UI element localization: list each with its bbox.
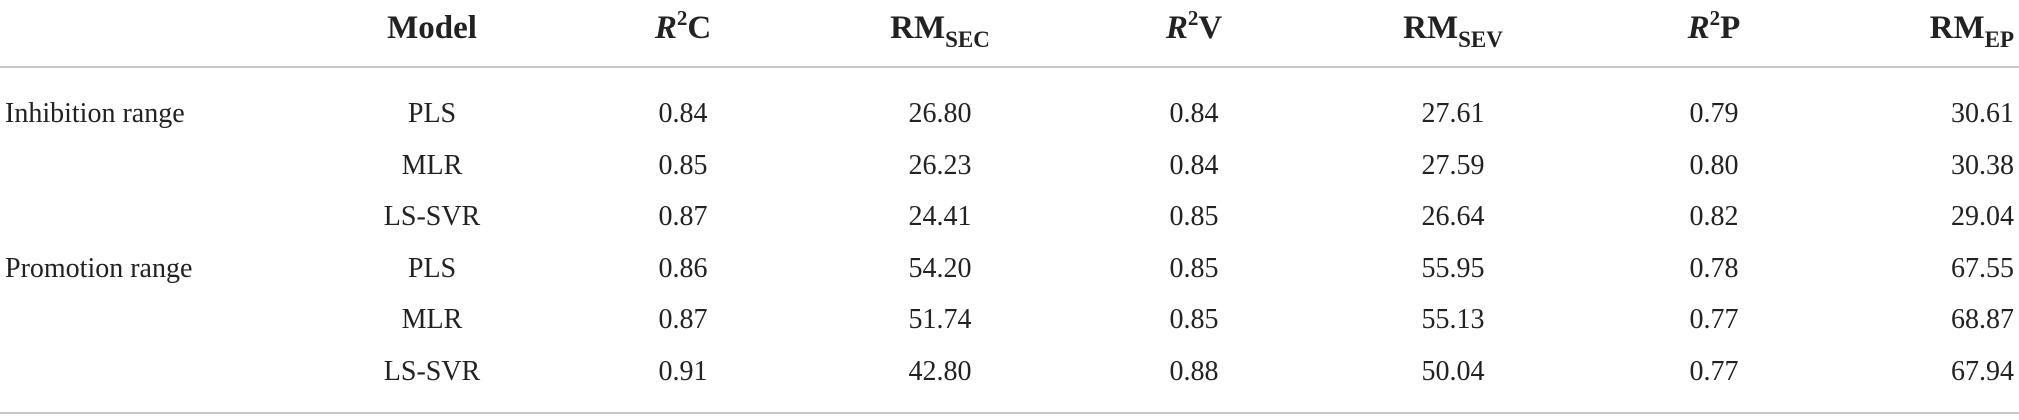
cell-r2v: 0.84 — [1169, 150, 1219, 181]
cell-rmsec: 51.74 — [908, 304, 972, 335]
header-r2c: R2C — [655, 8, 711, 48]
header-r2p: R2P — [1688, 8, 1741, 48]
cell-model: MLR — [401, 304, 463, 335]
cell-rmsec: 26.80 — [908, 98, 972, 129]
cell-r2p: 0.82 — [1689, 201, 1739, 232]
header-rmsec: RMSEC — [890, 8, 990, 51]
header-r2p-symbol: R — [1687, 10, 1710, 46]
cell-rmsev: 27.61 — [1421, 98, 1485, 129]
header-r2v-exponent: 2 — [1187, 6, 1199, 30]
header-r2p-suffix: P — [1720, 10, 1741, 46]
cell-r2v: 0.85 — [1169, 253, 1219, 284]
cell-r2c: 0.87 — [658, 304, 708, 335]
cell-r2c: 0.87 — [658, 201, 708, 232]
header-model: Model — [387, 10, 477, 46]
cell-rmsev: 50.04 — [1421, 356, 1485, 387]
header-rmsev-subscript: SEV — [1458, 27, 1503, 52]
header-r2v-suffix: V — [1198, 10, 1223, 46]
cell-r2v: 0.85 — [1169, 201, 1219, 232]
cell-rmsev: 55.95 — [1421, 253, 1485, 284]
cell-model: MLR — [401, 150, 463, 181]
cell-r2c: 0.86 — [658, 253, 708, 284]
cell-rmep: 30.61 — [1951, 98, 2014, 129]
cell-rmep: 67.55 — [1951, 253, 2014, 284]
header-divider — [0, 66, 2019, 68]
header-r2v-symbol: R — [1165, 10, 1188, 46]
cell-rmsev: 27.59 — [1421, 150, 1485, 181]
cell-r2p: 0.79 — [1689, 98, 1739, 129]
bottom-divider — [0, 412, 2019, 414]
header-r2c-suffix: C — [687, 10, 712, 46]
header-rmep-subscript: EP — [1984, 27, 2014, 52]
cell-rmsev: 55.13 — [1421, 304, 1485, 335]
cell-r2v: 0.88 — [1169, 356, 1219, 387]
cell-rmsec: 24.41 — [908, 201, 972, 232]
cell-r2p: 0.77 — [1689, 356, 1739, 387]
group-label-promotion: Promotion range — [5, 253, 193, 284]
cell-rmep: 29.04 — [1951, 201, 2014, 232]
header-r2c-symbol: R — [654, 10, 677, 46]
cell-r2p: 0.78 — [1689, 253, 1739, 284]
cell-r2p: 0.80 — [1689, 150, 1739, 181]
cell-rmsec: 54.20 — [908, 253, 972, 284]
group-label-inhibition: Inhibition range — [5, 98, 185, 129]
cell-model: LS-SVR — [383, 356, 481, 387]
cell-r2c: 0.91 — [658, 356, 708, 387]
cell-rmsev: 26.64 — [1421, 201, 1485, 232]
cell-model: PLS — [407, 253, 457, 284]
header-rmsev: RMSEV — [1403, 8, 1503, 51]
cell-model: PLS — [407, 98, 457, 129]
header-r2c-exponent: 2 — [676, 6, 688, 30]
header-rmsev-base: RM — [1403, 10, 1459, 46]
cell-rmsec: 42.80 — [908, 356, 972, 387]
cell-r2c: 0.84 — [658, 98, 708, 129]
header-rmsec-base: RM — [890, 10, 946, 46]
cell-rmep: 67.94 — [1951, 356, 2014, 387]
cell-r2c: 0.85 — [658, 150, 708, 181]
cell-r2v: 0.84 — [1169, 98, 1219, 129]
header-r2p-exponent: 2 — [1709, 6, 1721, 30]
cell-model: LS-SVR — [383, 201, 481, 232]
cell-r2v: 0.85 — [1169, 304, 1219, 335]
header-r2v: R2V — [1166, 8, 1222, 48]
header-rmsec-subscript: SEC — [945, 27, 990, 52]
cell-rmep: 30.38 — [1951, 150, 2014, 181]
header-rmep-base: RM — [1929, 10, 1985, 46]
header-rmep: RMEP — [1880, 8, 2014, 51]
cell-rmep: 68.87 — [1951, 304, 2014, 335]
cell-r2p: 0.77 — [1689, 304, 1739, 335]
cell-rmsec: 26.23 — [908, 150, 972, 181]
